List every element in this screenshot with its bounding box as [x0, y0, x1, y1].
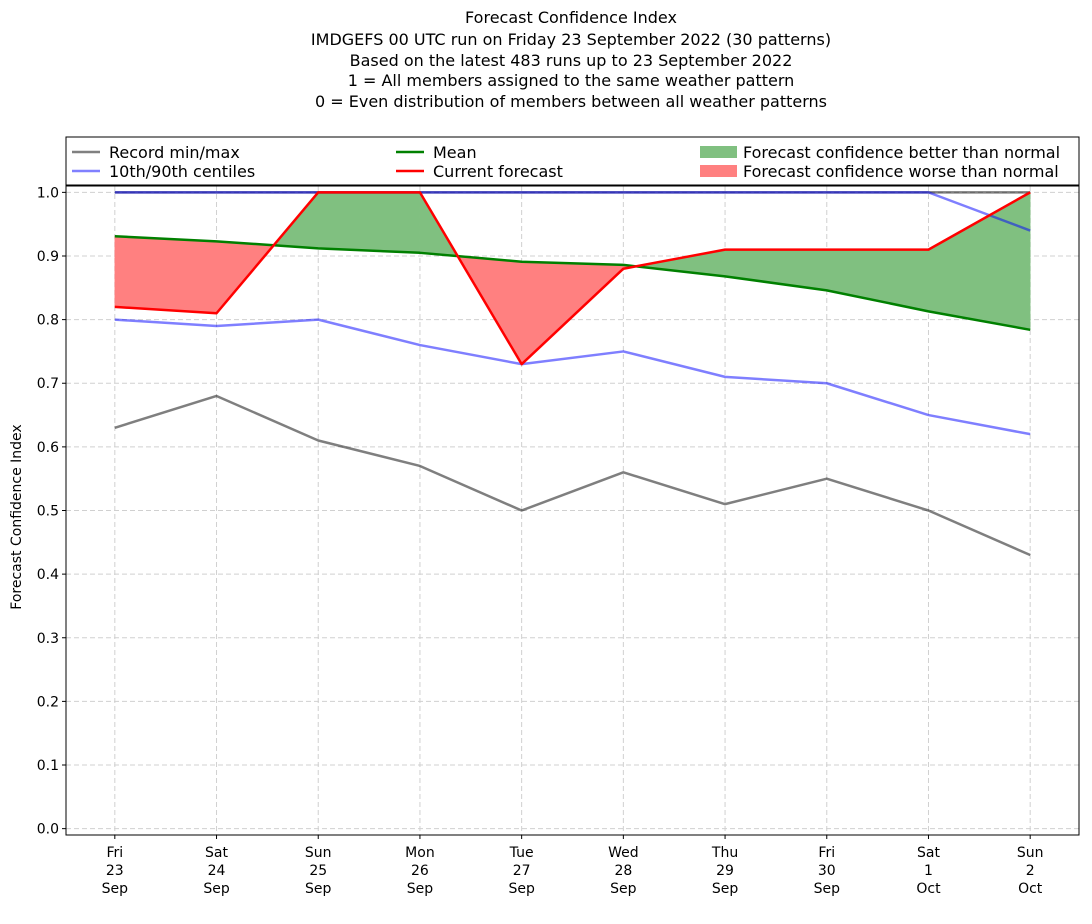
x-tick-label: Tue: [509, 845, 534, 861]
x-tick-label: Sep: [203, 881, 230, 897]
fill-better: [928, 191, 1031, 331]
legend-worse-label: Forecast confidence worse than normal: [743, 162, 1059, 181]
y-tick-label: 0.0: [37, 822, 59, 838]
x-tick-label: Oct: [916, 881, 941, 897]
legend-worse-swatch: [700, 165, 737, 177]
x-tick-label: Sep: [814, 881, 841, 897]
x-tick-label: 24: [208, 863, 226, 879]
x-tick-label: 29: [716, 863, 734, 879]
x-tick-label: Sep: [407, 881, 434, 897]
x-tick-label: 26: [411, 863, 429, 879]
title-line: 1 = All members assigned to the same wea…: [347, 71, 795, 90]
y-tick-label: 1.0: [37, 185, 59, 201]
y-tick-label: 0.1: [37, 758, 59, 774]
x-tick-label: 28: [614, 863, 632, 879]
x-tick-label: Sun: [1017, 845, 1044, 861]
y-tick-label: 0.7: [37, 376, 59, 392]
line-record-min: [114, 394, 1031, 557]
legend-current-forecast-label: Current forecast: [433, 162, 563, 181]
x-axis: Fri 23 Sep Sat 24 Sep Sun 25 Sep Mon 26 Sep Tue 27 Sep…: [102, 835, 1044, 897]
x-tick-label: 2: [1026, 863, 1035, 879]
x-tick-label: Sat: [917, 845, 940, 861]
x-tick-label: Sep: [508, 881, 535, 897]
y-tick-label: 0.2: [37, 694, 59, 710]
x-tick-label: Fri: [818, 845, 835, 861]
title-line: Forecast Confidence Index: [465, 8, 677, 27]
line-90th-centile: [114, 191, 1031, 232]
x-tick-label: Sep: [712, 881, 739, 897]
x-tick-label: 27: [513, 863, 531, 879]
fills: [114, 191, 1031, 366]
y-tick-label: 0.6: [37, 440, 59, 456]
x-tick-label: 30: [818, 863, 836, 879]
x-tick-label: Mon: [405, 845, 435, 861]
title-line: 0 = Even distribution of members between…: [314, 92, 828, 111]
y-tick-label: 0.5: [37, 504, 59, 520]
legend-record-minmax-label: Record min/max: [109, 143, 240, 162]
x-tick-label: Fri: [106, 845, 123, 861]
x-tick-label: 23: [106, 863, 124, 879]
title-line: IMDGEFS 00 UTC run on Friday 23 Septembe…: [310, 30, 832, 49]
line-10th-centile: [114, 318, 1031, 436]
y-tick-label: 0.9: [37, 249, 59, 265]
legend-better-swatch: [700, 146, 737, 158]
x-tick-label: Sep: [102, 881, 129, 897]
line-current-forecast: [114, 191, 1031, 366]
x-tick-label: Thu: [711, 845, 738, 861]
y-tick-label: 0.8: [37, 313, 59, 329]
y-axis-label: Forecast Confidence Index: [9, 424, 25, 609]
fill-better: [317, 192, 421, 254]
x-tick-label: Sep: [610, 881, 637, 897]
x-tick-label: Wed: [608, 845, 639, 861]
line-mean: [114, 235, 1031, 332]
title-line: Based on the latest 483 runs up to 23 Se…: [349, 51, 793, 70]
x-tick-label: 1: [924, 863, 933, 879]
legend-better-label: Forecast confidence better than normal: [743, 143, 1060, 162]
fill-worse: [114, 236, 217, 314]
x-tick-label: Sat: [205, 845, 228, 861]
x-tick-label: Sun: [305, 845, 332, 861]
y-tick-label: 0.3: [37, 631, 59, 647]
x-tick-label: 25: [309, 863, 327, 879]
y-tick-label: 0.4: [37, 567, 59, 583]
series-lines: [114, 191, 1031, 557]
legend-mean-label: Mean: [433, 143, 477, 162]
y-axis: 0.0 0.1 0.2 0.3 0.4 0.5 0.6 0.7 0.8 0.9 1.0: [37, 185, 66, 838]
legend-centiles-label: 10th/90th centiles: [109, 162, 255, 181]
x-tick-label: Sep: [305, 881, 332, 897]
x-tick-label: Oct: [1018, 881, 1043, 897]
legend-frame: [65, 136, 1080, 186]
